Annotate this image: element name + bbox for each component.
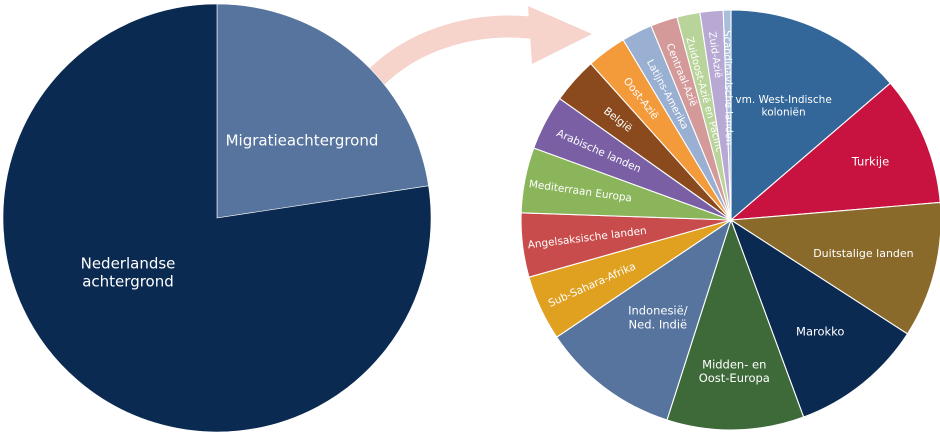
slice-label-duitstalige-landen: Duitstalige landen [813,247,913,260]
pie-slice-migratieachtergrond [216,3,429,219]
pie-slice-marokko [729,218,909,418]
slice-label-indonesie-ned-indie-line: Ned. Indië [629,317,688,331]
slice-label-vm-west-indische-kolonien: vm. West-Indische koloniën [735,94,831,119]
pie-slice-nederlandse-achtergrond [2,3,432,432]
slice-label-migratieachtergrond: Migratieachtergrond [226,131,379,149]
slice-label-midden-en-oost-europa-line: Midden- en [702,357,766,371]
slice-label-scandinavische-landen-line: Scandinavische landen [721,30,734,145]
slice-label-nederlandse-achtergrond: Nederlandse achtergrond [81,254,176,290]
slice-label-vm-west-indische-kolonien-line: vm. West-Indische [735,94,831,106]
pie-slice-indonesie-ned-indie [555,218,733,421]
slice-label-marokko-line: Marokko [796,324,844,338]
pie-slice-vm-west-indische-kolonien [730,9,892,222]
slice-label-turkije-line: Turkije [851,155,889,169]
slice-label-scandinavische-landen: Scandinavische landen [721,30,734,145]
slice-label-indonesie-ned-indie: Indonesië/Ned. Indië [628,303,688,331]
pie-migration-background: Migratieachtergrond Nederlandse achtergron… [2,3,432,432]
slice-label-vm-west-indische-kolonien-line: koloniën [762,106,806,118]
slice-label-midden-en-oost-europa: Midden- en Oost-Europa [699,357,770,385]
pie-slice-duitstalige-landen [729,201,940,335]
slice-label-duitstalige-landen-line: Duitstalige landen [813,247,913,260]
connector-arrow [359,15,550,94]
slice-label-midden-en-oost-europa-line: Oost-Europa [699,371,770,385]
slice-label-migratieachtergrond-line: Migratieachtergrond [226,131,379,149]
connector-arrow-head [528,6,592,64]
pie-slice-midden-en-oost-europa [666,218,805,431]
slice-label-nederlandse-achtergrond-line: Nederlandse [81,254,176,272]
pie-origin-countries: vm. West-Indische koloniën Turkije Duitstal… [520,9,940,431]
slice-label-marokko: Marokko [796,324,844,338]
slice-label-nederlandse-achtergrond-line: achtergrond [82,272,174,290]
pie-slice-scandinavische-landen [722,9,732,221]
slice-label-indonesie-ned-indie-line: Indonesië/ [628,303,688,317]
slice-label-turkije: Turkije [851,155,889,169]
